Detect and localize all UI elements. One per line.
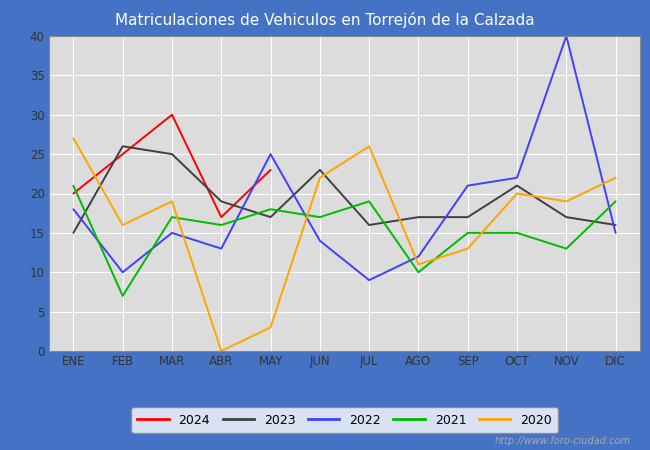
Legend: 2024, 2023, 2022, 2021, 2020: 2024, 2023, 2022, 2021, 2020 [131, 407, 558, 433]
Text: http://www.foro-ciudad.com: http://www.foro-ciudad.com [495, 436, 630, 446]
Text: Matriculaciones de Vehiculos en Torrejón de la Calzada: Matriculaciones de Vehiculos en Torrejón… [115, 12, 535, 28]
